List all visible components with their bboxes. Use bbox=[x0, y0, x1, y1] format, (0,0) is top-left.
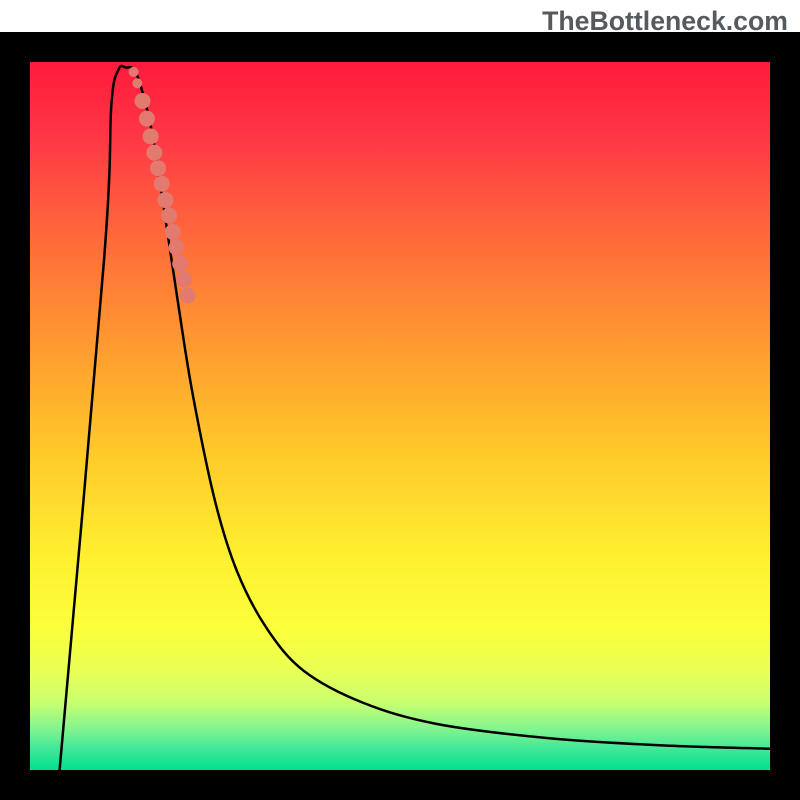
scatter-point bbox=[176, 271, 192, 287]
scatter-point bbox=[139, 111, 155, 127]
scatter-point bbox=[146, 145, 162, 161]
chart-svg bbox=[30, 62, 770, 770]
scatter-point bbox=[165, 224, 181, 240]
frame-border-right bbox=[770, 32, 800, 800]
scatter-point bbox=[129, 67, 139, 77]
scatter-point bbox=[134, 93, 150, 109]
scatter-point bbox=[161, 208, 177, 224]
scatter-point bbox=[132, 78, 142, 88]
scatter-point bbox=[172, 256, 188, 272]
watermark-text: TheBottleneck.com bbox=[542, 6, 788, 37]
scatter-point bbox=[154, 176, 170, 192]
scatter-points bbox=[129, 67, 196, 304]
scatter-point bbox=[157, 192, 173, 208]
chart-frame: TheBottleneck.com bbox=[0, 0, 800, 800]
frame-border-left bbox=[0, 32, 30, 800]
frame-border-bottom bbox=[0, 770, 800, 800]
scatter-point bbox=[143, 128, 159, 144]
scatter-point bbox=[150, 160, 166, 176]
bottleneck-curve bbox=[60, 66, 770, 770]
scatter-point bbox=[169, 240, 185, 256]
plot-area bbox=[30, 62, 770, 770]
scatter-point bbox=[180, 288, 196, 304]
